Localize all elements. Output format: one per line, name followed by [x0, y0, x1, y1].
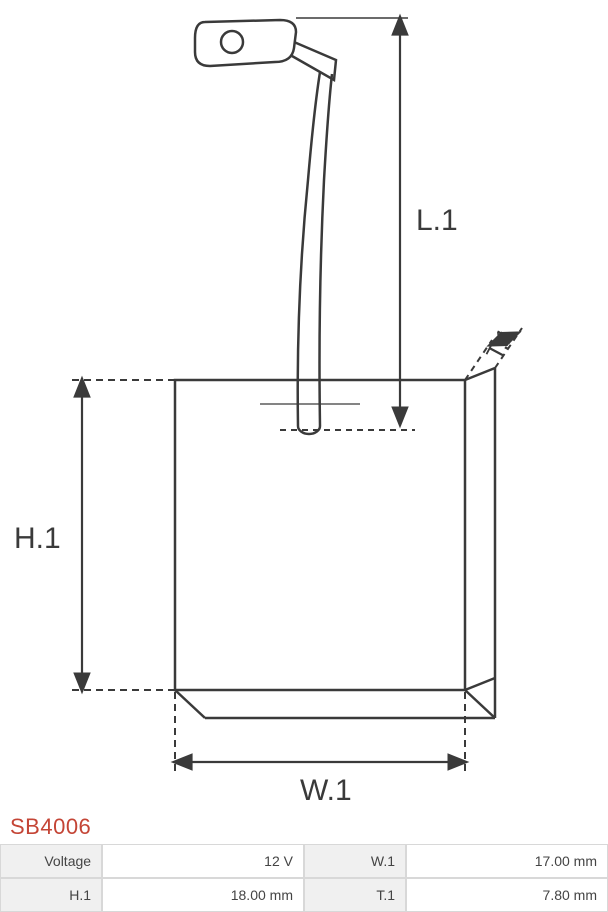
- technical-diagram: L.1 H.1 W.1 T.1: [0, 0, 608, 810]
- dim-label-h1: H.1: [14, 522, 61, 555]
- spec-value-w1: 17.00 mm: [406, 844, 608, 878]
- spec-value-voltage: 12 V: [102, 844, 304, 878]
- dim-label-w1: W.1: [300, 774, 352, 807]
- spec-label-voltage: Voltage: [0, 844, 102, 878]
- dim-label-t1: T.1: [481, 324, 520, 365]
- product-code: SB4006: [0, 810, 608, 844]
- spec-label-w1: W.1: [304, 844, 406, 878]
- table-row: Voltage 12 V W.1 17.00 mm: [0, 844, 608, 878]
- dim-label-l1: L.1: [416, 204, 458, 237]
- spec-table: Voltage 12 V W.1 17.00 mm H.1 18.00 mm T…: [0, 844, 608, 912]
